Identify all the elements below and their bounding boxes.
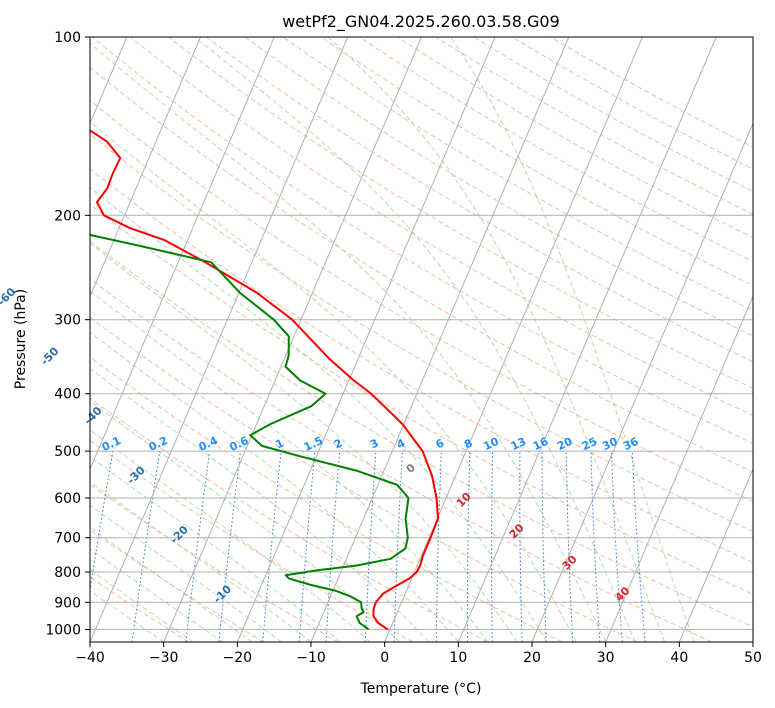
isotherm	[531, 122, 753, 642]
y-tick-label: 700	[54, 531, 81, 547]
moist-adiabat	[90, 331, 459, 642]
x-axis-ticks: −40 −30 −20 −10 0 10 20 30 40 50	[75, 642, 762, 666]
mixing-ratio-label: 13	[509, 435, 528, 453]
isobar-grid	[90, 37, 753, 630]
x-tick-label: 50	[744, 650, 762, 666]
plot-frame	[89, 36, 754, 643]
moist-adiabat	[90, 242, 518, 642]
y-tick-label: 600	[54, 491, 81, 507]
mixing-ratio-line	[90, 451, 114, 594]
dry-adiabat	[90, 168, 753, 563]
moist-adiabat	[90, 589, 164, 642]
chart-title: wetPf2_GN04.2025.260.03.58.G09	[282, 12, 560, 32]
dry-adiabat	[244, 37, 753, 337]
x-axis-label: Temperature (°C)	[360, 681, 482, 697]
y-tick-label: 100	[54, 30, 81, 46]
dry-adiabat	[90, 278, 712, 642]
x-tick-label: −40	[75, 650, 105, 666]
x-tick-label: 40	[670, 650, 688, 666]
mixing-ratio-line	[185, 451, 211, 642]
x-tick-label: −10	[296, 650, 326, 666]
moist-adiabat	[327, 37, 666, 642]
moist-adiabat	[90, 186, 548, 642]
moist-adiabat	[90, 400, 400, 642]
mixing-ratio-label: 10	[481, 435, 501, 453]
dry-adiabat	[90, 529, 264, 642]
y-tick-label: 1000	[45, 622, 81, 638]
x-tick-label: 0	[380, 650, 389, 666]
isotherm	[384, 37, 643, 642]
y-axis-label: Pressure (hPa)	[13, 289, 29, 389]
background-reference-lines	[90, 37, 753, 642]
isotherm	[678, 467, 753, 642]
x-tick-label: 10	[449, 650, 467, 666]
y-axis-ticks: 100 200 300 400 500 600 700 800 900 1000	[45, 30, 90, 638]
y-tick-label: 200	[54, 208, 81, 224]
isotherm	[236, 37, 496, 642]
moist-adiabat	[90, 290, 489, 642]
mixing-ratio-line	[131, 451, 161, 642]
dry-adiabat	[90, 133, 753, 533]
mixing-ratio-label: 16	[531, 435, 551, 453]
moist-adiabat	[450, 37, 695, 642]
dry-adiabat	[90, 203, 753, 595]
isotherm	[310, 37, 570, 642]
dry-adiabat	[206, 37, 753, 363]
y-tick-label: 800	[54, 565, 81, 581]
dry-adiabat	[320, 37, 753, 287]
mixing-ratio-label: 20	[555, 435, 575, 453]
sounding-traces	[90, 129, 439, 631]
y-tick-label: 900	[54, 595, 81, 611]
isotherm	[457, 37, 717, 642]
dry-adiabat	[130, 37, 753, 417]
x-tick-label: −20	[223, 650, 253, 666]
x-tick-label: −30	[149, 650, 179, 666]
isotherm	[90, 37, 349, 642]
y-tick-label: 400	[54, 387, 81, 403]
isotherm	[90, 37, 275, 471]
dewpoint-trace	[90, 233, 410, 631]
dry-adiabat	[90, 66, 753, 473]
mixing-ratio-label: 25	[580, 435, 599, 453]
x-tick-label: 20	[523, 650, 541, 666]
y-tick-label: 300	[54, 313, 81, 329]
dry-adiabat	[473, 37, 753, 192]
mixing-ratio-label: 30	[600, 435, 620, 453]
moist-adiabat	[90, 569, 194, 642]
y-tick-label: 500	[54, 444, 81, 460]
moist-adiabat	[194, 37, 636, 642]
isotherm	[605, 295, 753, 642]
mixing-ratio-line	[218, 451, 241, 642]
moist-adiabat	[90, 548, 223, 642]
moist-adiabat	[90, 121, 577, 642]
isotherm-grid	[90, 37, 753, 642]
dry-adiabat	[359, 37, 753, 262]
isotherm	[90, 37, 201, 298]
x-tick-label: 30	[597, 650, 615, 666]
dry-adiabat	[511, 37, 753, 170]
temperature-trace	[90, 129, 439, 631]
isotherm	[163, 37, 422, 642]
mixing-ratio-label: 36	[621, 435, 641, 453]
moist-adiabat	[90, 367, 430, 642]
moist-adiabat	[90, 456, 341, 642]
dry-adiabat	[90, 240, 753, 628]
dry-adiabat	[90, 440, 414, 642]
